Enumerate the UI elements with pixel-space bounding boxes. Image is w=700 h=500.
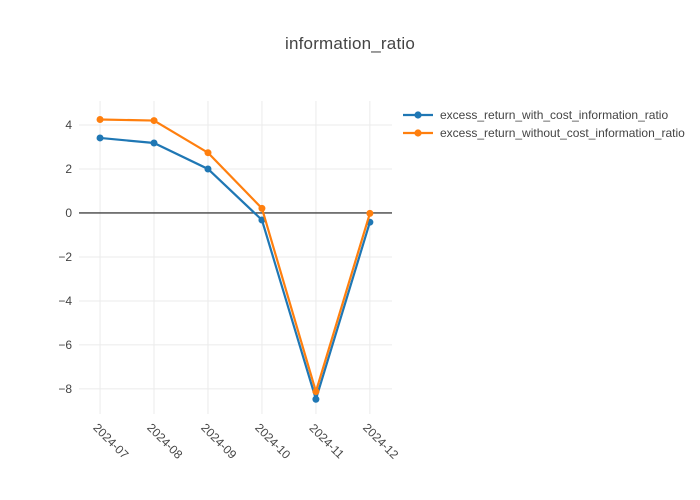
data-point-marker[interactable] bbox=[150, 139, 158, 147]
x-tick-label: 2024-08 bbox=[144, 421, 185, 462]
data-point-marker[interactable] bbox=[204, 149, 212, 157]
legend-item-without-cost[interactable]: excess_return_without_cost_information_r… bbox=[402, 124, 685, 142]
series-line bbox=[99, 136, 371, 404]
data-point-marker[interactable] bbox=[312, 388, 320, 396]
chart-title: information_ratio bbox=[284, 34, 416, 53]
x-tick-label: 2024-12 bbox=[360, 421, 401, 462]
y-tick-label: 0 bbox=[65, 206, 72, 220]
x-tick-label: 2024-07 bbox=[90, 421, 131, 462]
legend-label: excess_return_without_cost_information_r… bbox=[440, 126, 685, 140]
legend-item-with-cost[interactable]: excess_return_with_cost_information_rati… bbox=[402, 106, 685, 124]
x-tick-label: 2024-11 bbox=[307, 421, 348, 462]
legend-line-marker-icon bbox=[403, 129, 433, 137]
data-point-marker[interactable] bbox=[96, 134, 104, 142]
y-tick-label: 2 bbox=[65, 162, 72, 176]
y-tick-label: −6 bbox=[58, 338, 72, 352]
legend-label: excess_return_with_cost_information_rati… bbox=[440, 108, 669, 122]
data-point-marker[interactable] bbox=[204, 165, 212, 173]
data-point-marker[interactable] bbox=[96, 115, 104, 123]
data-point-marker[interactable] bbox=[258, 216, 266, 224]
y-tick-label: −2 bbox=[58, 250, 72, 264]
data-point-marker[interactable] bbox=[150, 117, 158, 125]
y-tick-label: −4 bbox=[58, 294, 72, 308]
x-tick-label: 2024-10 bbox=[252, 421, 293, 462]
y-tick-label: −8 bbox=[58, 382, 72, 396]
series-line bbox=[100, 118, 371, 396]
legend: excess_return_with_cost_information_rati… bbox=[402, 106, 685, 142]
legend-line-marker-icon bbox=[403, 111, 433, 119]
x-tick-label: 2024-09 bbox=[198, 421, 239, 462]
data-point-marker[interactable] bbox=[312, 395, 320, 403]
y-tick-label: 4 bbox=[65, 118, 72, 132]
data-point-marker[interactable] bbox=[258, 204, 266, 212]
data-point-marker[interactable] bbox=[366, 209, 374, 217]
